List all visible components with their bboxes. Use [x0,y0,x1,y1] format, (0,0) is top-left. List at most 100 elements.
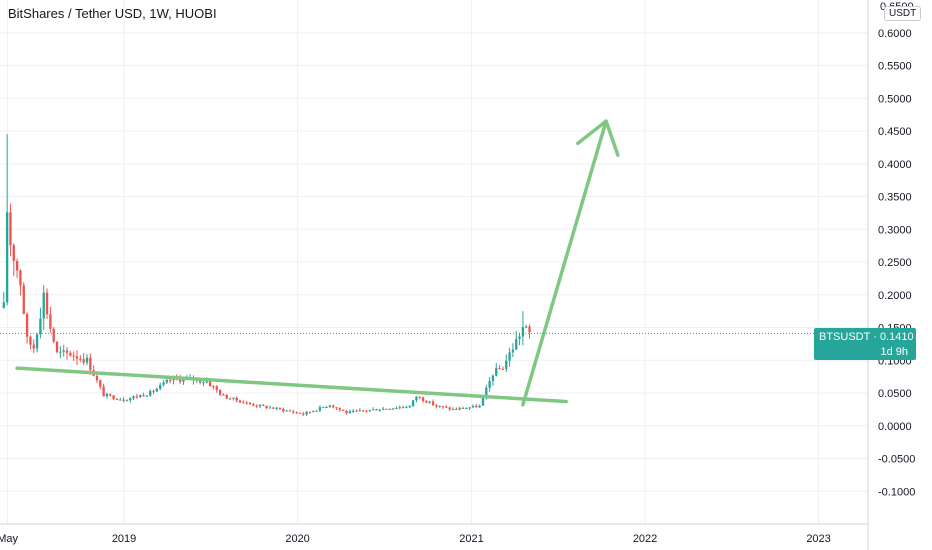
candle-body [521,327,525,337]
candle-body [378,409,381,411]
candle-body [498,368,501,370]
candle-body [381,408,385,410]
candle-body [122,399,125,401]
candle-body [501,368,505,370]
candle-body [475,405,478,408]
time-tick-label: 2023 [806,533,830,545]
price-axis[interactable]: 0.6000 0.5500 0.5000 0.4500 0.4000 0.3500 0.30… [878,28,915,499]
candle-body [431,401,435,406]
candle-body [428,401,431,403]
candle-body [129,398,132,401]
candle-body [242,402,245,404]
candle-body [418,396,421,398]
candle-body [481,396,485,406]
candle-body [391,408,395,410]
candle-body [139,395,142,398]
candle-body [425,400,428,403]
candle-body [115,398,119,400]
candle-body [119,399,122,401]
candle-body [525,326,528,328]
candle-body [235,397,238,401]
candle-body [505,360,508,369]
target-arrow-shaft[interactable] [521,119,608,407]
candle-body [518,336,521,340]
candle-body [159,384,162,389]
candle-body [245,402,248,404]
candle-body [32,344,35,349]
price-tick-label: 0.4000 [878,159,912,171]
candle-body [285,410,288,412]
price-tick-label: 0.3500 [878,192,912,204]
candle-body [401,407,405,409]
candle-body [169,379,172,381]
candle-body [282,408,285,412]
candle-body [315,410,318,412]
candle-body [461,407,465,409]
candle-body [335,407,338,409]
last-price-label: BTSUSDT · 0.1410 1d 9h [814,328,916,360]
price-tick-label: 0.0000 [878,421,912,433]
candle-body [89,357,92,371]
candle-body [318,407,322,411]
candle-body [448,407,451,410]
candle-body [212,386,215,388]
time-tick-label: 2022 [633,533,657,545]
candle-body [152,391,155,393]
candle-body [45,292,49,315]
candle-body [215,386,218,391]
candle-body [362,410,365,412]
candlestick-series[interactable] [2,134,531,417]
drawing-layer[interactable] [15,119,620,407]
candle-body [145,395,149,397]
support-trendline[interactable] [15,366,568,404]
candle-body [225,395,228,399]
candle-body [109,394,112,396]
candle-body [155,388,159,392]
candle-body [5,212,9,303]
target-arrow-head[interactable] [576,119,620,157]
candle-body [302,413,305,415]
chart-grid [0,0,868,524]
candle-body [69,352,72,356]
candle-body [308,411,312,413]
price-tick-label: 0.3000 [878,224,912,236]
candle-body [165,379,169,383]
candle-body [411,400,415,406]
candle-body [458,407,461,410]
candle-body [262,404,265,406]
candle-body [305,411,308,415]
candle-body [298,412,302,414]
last-price-separator: · [873,331,877,343]
price-tick-label: 0.5500 [878,61,912,73]
candle-body [248,402,252,405]
candle-body [275,407,278,409]
price-tick-label: 0.5000 [878,93,912,105]
candle-body [435,405,438,407]
candle-body [2,302,5,308]
candle-body [105,394,109,397]
candle-body [395,408,398,410]
candle-body [162,382,165,385]
candle-body [371,409,375,411]
candle-body [218,390,222,395]
candle-body [265,405,268,408]
candle-body [228,398,232,400]
bar-countdown: 1d 9h [880,346,908,358]
candle-body [39,318,42,335]
candle-body [491,375,495,381]
time-axis[interactable]: May 2019 2020 2021 2022 2023 [0,533,831,545]
candle-body [182,378,185,382]
time-tick-label: 2021 [459,533,483,545]
candle-body [178,378,182,382]
candle-body [385,408,388,410]
time-tick-label: May [0,533,18,545]
candle-body [415,396,418,401]
candle-body [62,350,65,352]
candle-body [368,409,371,411]
candle-body [328,405,332,407]
candle-body [438,406,441,408]
currency-unit-button[interactable]: USDT [884,6,922,21]
candle-body [79,358,82,360]
candle-body [59,351,62,353]
